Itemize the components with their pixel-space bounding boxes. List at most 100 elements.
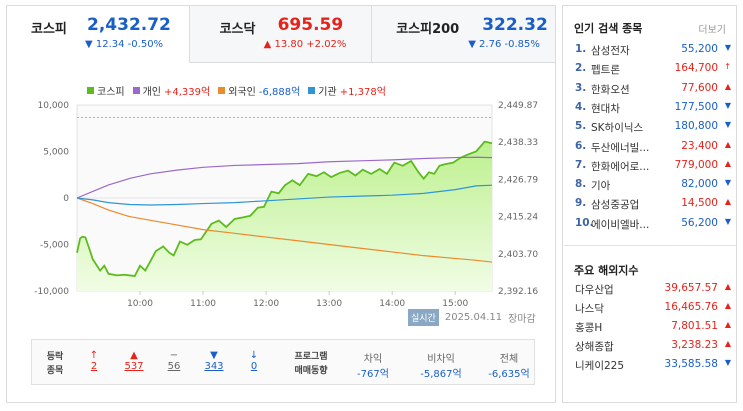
series-line-기관 — [76, 184, 493, 206]
global-index-item[interactable]: 다우산업 39,657.57 ▲ — [575, 280, 731, 298]
popular-rank: 5. — [575, 120, 587, 133]
breadth-item: ↓ 0 — [244, 350, 264, 372]
global-title: 주요 해외지수 — [574, 264, 639, 277]
market-summary-box: 등락 종목 ↑ 2 ▲ 537 −56 ▼ 343 ↓ 0 프로그램 매매동향 차익 -767억 비… — [31, 339, 535, 385]
popular-price: 180,800 — [674, 120, 718, 133]
popular-name: SK하이닉스 — [591, 122, 644, 135]
y-right-tick-label: 2,403.70 — [498, 250, 538, 260]
breadth-label-line2: 종목 — [46, 366, 64, 376]
breadth-item: ↑ 2 — [84, 350, 104, 372]
popular-item[interactable]: 7. 한화에어로... 779,000 ▲ — [575, 157, 731, 176]
legend-item: 외국인 -6,888억 — [218, 83, 300, 98]
breadth-count[interactable]: 343 — [204, 361, 224, 372]
legend-label: 코스피 — [97, 87, 125, 98]
y-right-tick-label: 2,415.24 — [498, 213, 538, 223]
global-value: 3,238.23 — [671, 339, 718, 351]
global-arrow-icon: ▲ — [724, 301, 731, 310]
global-index-item[interactable]: 상해종합 3,238.23 ▲ — [575, 337, 731, 355]
tab-kosdaq-value: 695.59 — [277, 15, 344, 35]
popular-item[interactable]: 10. 에이비엘바... 56,200 ▼ — [575, 215, 731, 234]
legend-value: +1,378억 — [339, 87, 386, 98]
popular-name: 삼성중공업 — [591, 199, 640, 212]
live-badge: 실시간 — [408, 309, 439, 326]
y-right-tick-label: 2,426.79 — [498, 175, 538, 185]
legend-swatch — [218, 87, 226, 94]
popular-item[interactable]: 3. 한화오션 77,600 ▲ — [575, 80, 731, 99]
breadth-count[interactable]: 56 — [167, 361, 181, 372]
popular-arrow-icon: ↑ — [724, 62, 731, 72]
popular-item[interactable]: 6. 두산에너빌... 23,400 ▲ — [575, 138, 731, 157]
popular-item[interactable]: 1. 삼성전자 55,200 ▼ — [575, 41, 731, 60]
global-name: 다우산업 — [575, 284, 614, 296]
global-name: 니케이225 — [575, 360, 625, 372]
popular-arrow-icon: ▼ — [724, 178, 731, 188]
popular-price: 77,600 — [681, 81, 718, 94]
program-col-head: 전체 — [499, 354, 519, 365]
popular-item[interactable]: 9. 삼성중공업 14,500 ▲ — [575, 195, 731, 214]
tab-kospi[interactable]: 코스피 2,432.72 ▼ 12.34 -0.50% — [7, 6, 190, 63]
y-left-tick-label: -5,000 — [40, 241, 69, 251]
tab-kospi200[interactable]: 코스피200 322.32 ▼ 2.76 -0.85% — [372, 6, 555, 63]
popular-item[interactable]: 8. 기아 82,000 ▼ — [575, 176, 731, 195]
program-col-value: -767억 — [357, 369, 389, 380]
legend-item: 코스피 — [87, 83, 125, 98]
more-link[interactable]: 더보기 — [698, 25, 726, 36]
tab-kospi-name: 코스피 — [31, 22, 67, 37]
chart-timestamp: 실시간 2025.04.11 장마감 — [408, 309, 536, 326]
market-index-panel: 코스피 2,432.72 ▼ 12.34 -0.50% 코스닥 695.59 ▲… — [6, 5, 556, 403]
tab-kosdaq[interactable]: 코스닥 695.59 ▲ 13.80 +2.02% — [189, 6, 373, 63]
tab-kospi-value: 2,432.72 — [87, 15, 171, 35]
legend-item: 개인 +4,339억 — [132, 83, 210, 98]
popular-name: 펩트론 — [591, 64, 620, 77]
popular-arrow-icon: ▼ — [724, 43, 731, 52]
popular-item[interactable]: 5. SK하이닉스 180,800 ▼ — [575, 118, 731, 137]
breadth-arrow-icon: ↑ — [89, 350, 99, 361]
x-tick-label: 11:00 — [190, 299, 216, 309]
breadth-arrow-icon: ▲ — [130, 350, 138, 361]
popular-item[interactable]: 2. 펩트론 164,700 ↑ — [575, 60, 731, 79]
global-name: 홍콩H — [575, 322, 603, 334]
breadth-item: −56 — [164, 350, 184, 372]
popular-title: 인기 검색 종목 — [574, 22, 643, 35]
market-status: 장마감 — [508, 314, 536, 325]
program-label-line2: 매매동향 — [294, 366, 328, 376]
breadth-count[interactable]: 2 — [90, 361, 98, 372]
breadth-count[interactable]: 537 — [124, 361, 144, 372]
popular-name: 에이비엘바... — [591, 218, 650, 231]
chart-legend: 코스피 개인 +4,339억 외국인 -6,888억 기관 +1,378억 — [87, 83, 386, 98]
y-left-tick-label: -10,000 — [34, 287, 69, 297]
breadth-arrow-icon: ↓ — [249, 350, 259, 361]
program-col-head: 비차익 — [427, 354, 455, 365]
global-name: 나스닥 — [575, 303, 604, 315]
y-right-tick-label: 2,392.16 — [498, 287, 538, 297]
series-line-외국인 — [76, 197, 493, 263]
legend-label: 외국인 — [228, 87, 256, 98]
popular-rank: 2. — [575, 62, 587, 75]
popular-price: 55,200 — [681, 43, 718, 55]
popular-price: 779,000 — [674, 158, 718, 171]
global-index-item[interactable]: 나스닥 16,465.76 ▲ — [575, 299, 731, 317]
program-col-value: -5,867억 — [420, 369, 462, 380]
y-right-tick-label: 2,438.33 — [498, 138, 538, 148]
legend-label: 기관 — [318, 87, 337, 98]
x-tick-label: 14:00 — [379, 299, 405, 309]
global-value: 33,585.58 — [664, 358, 718, 370]
popular-item[interactable]: 4. 현대차 177,500 ▼ — [575, 99, 731, 118]
legend-value: -6,888억 — [258, 87, 301, 98]
breadth-item: ▼ 343 — [204, 350, 224, 372]
popular-price: 164,700 — [674, 62, 718, 75]
tab-kospi-change: ▼ 12.34 -0.50% — [85, 39, 164, 50]
y-left-tick-label: 10,000 — [38, 101, 70, 111]
breadth-count[interactable]: 0 — [250, 361, 258, 372]
intraday-chart: 10,000 5,000 0 -5,000 -10,000 2,449.87 2,438.3… — [34, 101, 538, 309]
global-index-item[interactable]: 홍콩H 7,801.51 ▲ — [575, 318, 731, 336]
popular-rank: 3. — [575, 81, 587, 94]
breadth-label-line1: 등락 — [46, 352, 64, 362]
side-panel: 인기 검색 종목 더보기 1. 삼성전자 55,200 ▼ 2. 펩트론 164,700 ↑ 3… — [562, 5, 737, 403]
breadth-arrow-icon: ▼ — [210, 350, 218, 361]
program-col: 전체 -6,635억 — [478, 350, 540, 380]
global-index-item[interactable]: 니케이225 33,585.58 ▼ — [575, 356, 731, 374]
global-arrow-icon: ▼ — [724, 358, 731, 367]
popular-price: 56,200 — [681, 216, 718, 229]
program-col: 비차익 -5,867억 — [410, 350, 472, 380]
